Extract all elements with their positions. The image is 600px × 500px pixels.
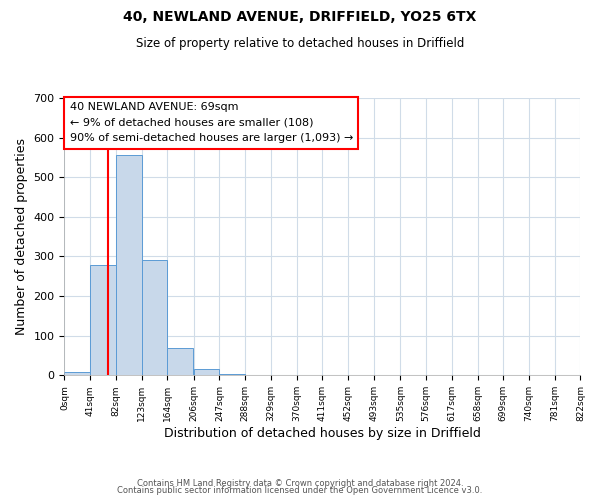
Text: Contains public sector information licensed under the Open Government Licence v3: Contains public sector information licen…	[118, 486, 482, 495]
Bar	[116, 154, 142, 376]
Bar	[194, 370, 220, 376]
Text: 40 NEWLAND AVENUE: 69sqm
← 9% of detached houses are smaller (108)
90% of semi-d: 40 NEWLAND AVENUE: 69sqm ← 9% of detache…	[70, 102, 353, 144]
Bar	[220, 374, 245, 376]
Bar	[167, 348, 193, 376]
Text: Size of property relative to detached houses in Driffield: Size of property relative to detached ho…	[136, 38, 464, 51]
Y-axis label: Number of detached properties: Number of detached properties	[15, 138, 28, 335]
Bar	[142, 260, 167, 376]
Bar	[90, 265, 116, 376]
Text: Contains HM Land Registry data © Crown copyright and database right 2024.: Contains HM Land Registry data © Crown c…	[137, 478, 463, 488]
Text: 40, NEWLAND AVENUE, DRIFFIELD, YO25 6TX: 40, NEWLAND AVENUE, DRIFFIELD, YO25 6TX	[124, 10, 476, 24]
Bar	[64, 372, 90, 376]
X-axis label: Distribution of detached houses by size in Driffield: Distribution of detached houses by size …	[164, 427, 481, 440]
